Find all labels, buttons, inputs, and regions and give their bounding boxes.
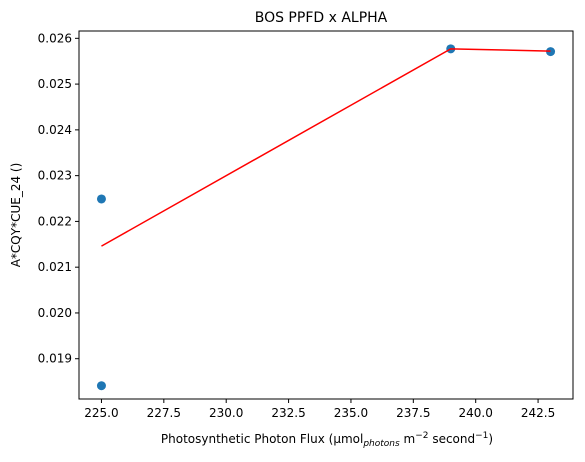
data-point <box>96 194 106 204</box>
y-tick-label: 0.025 <box>38 77 72 91</box>
x-axis-title-mid2: second <box>429 432 476 446</box>
x-tick-label: 242.5 <box>521 406 555 420</box>
y-tick-label: 0.026 <box>38 31 72 45</box>
x-tick-label: 240.0 <box>459 406 493 420</box>
y-tick-label: 0.020 <box>38 306 72 320</box>
x-axis-title-prefix: Photosynthetic Photon Flux (µmol <box>161 432 363 446</box>
x-tick-label: 227.5 <box>147 406 181 420</box>
x-tick-label: 230.0 <box>209 406 243 420</box>
y-tick-label: 0.024 <box>38 123 72 137</box>
y-tick-label: 0.019 <box>38 352 72 366</box>
x-axis-title-mid: m <box>400 432 416 446</box>
x-tick-label: 232.5 <box>271 406 305 420</box>
fit-line <box>101 48 551 247</box>
y-tick-label: 0.023 <box>38 169 72 183</box>
x-tick-label: 237.5 <box>396 406 430 420</box>
y-tick-label: 0.022 <box>38 214 72 228</box>
x-axis-title-suffix: ) <box>488 432 493 446</box>
data-point <box>96 381 106 391</box>
chart-title: BOS PPFD x ALPHA <box>255 10 388 26</box>
x-axis-title-sup1: −2 <box>415 431 428 441</box>
x-tick-label: 225.0 <box>84 406 118 420</box>
x-tick-label: 235.0 <box>334 406 368 420</box>
plot-frame <box>78 30 574 400</box>
plot-area <box>78 30 574 400</box>
y-axis-title: A*CQY*CUE_24 () <box>9 163 23 268</box>
x-axis-title-sup2: −1 <box>475 431 488 441</box>
data-marks <box>96 44 556 391</box>
x-axis-title-sub: photons <box>362 439 400 449</box>
axis-ticks: 225.0 227.5 230.0 232.5 235.0 237.5 240.0 242.5… <box>38 31 556 420</box>
x-axis-title: Photosynthetic Photon Flux (µmolphotons … <box>161 431 493 449</box>
y-tick-label: 0.021 <box>38 260 72 274</box>
data-point <box>546 47 556 57</box>
